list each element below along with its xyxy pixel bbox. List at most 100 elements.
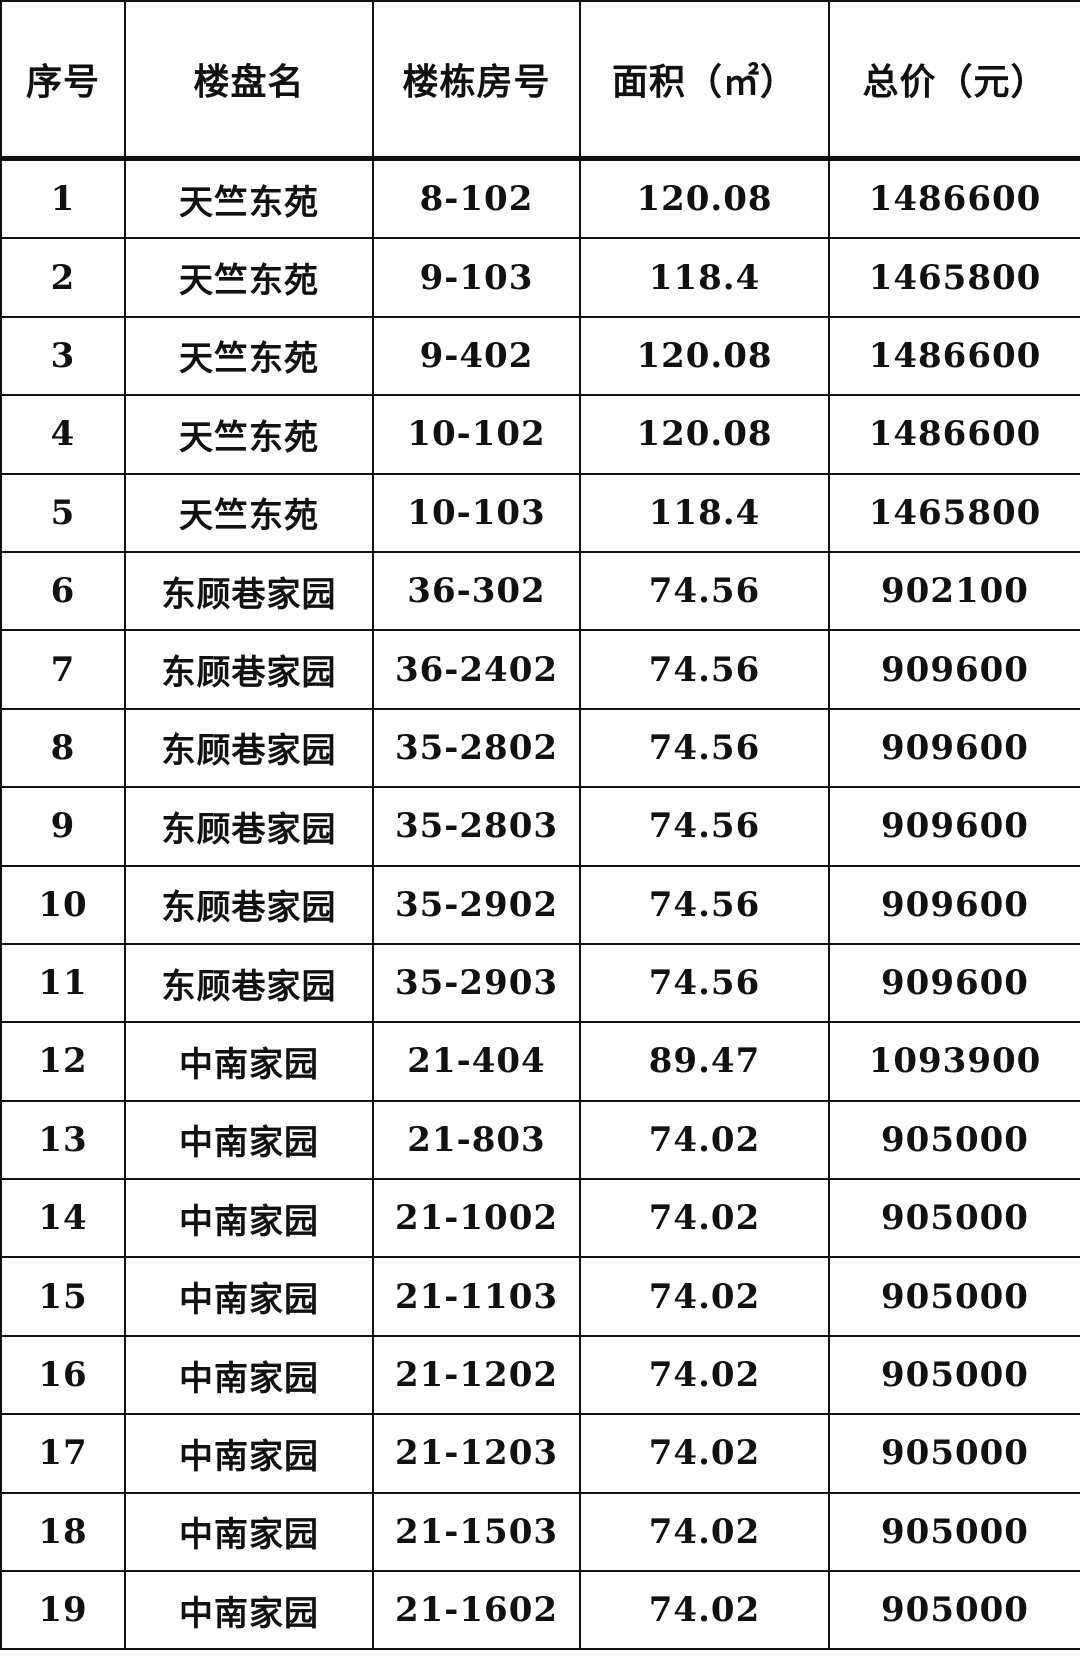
cell-col-area: 120.08 — [579, 315, 830, 397]
cell-col-area: 74.56 — [579, 550, 830, 632]
cell-col-index: 14 — [0, 1178, 126, 1259]
table-row: 4 天竺东苑 10-102 120.08 1486600 — [0, 394, 1080, 475]
header-row: 序号 楼盘名 楼栋房号 面积（㎡） 总价（元） — [0, 0, 1080, 161]
cell-col-index: 7 — [0, 629, 126, 710]
table-row: 19 中南家园 21-1602 74.02 905000 — [0, 1570, 1080, 1651]
header-col-index: 序号 — [0, 0, 126, 161]
cell-col-total-price: 905000 — [828, 1099, 1080, 1181]
cell-col-index: 8 — [0, 707, 126, 789]
cell-col-total-price: 902100 — [828, 550, 1080, 632]
cell-col-estate-name: 中南家园 — [124, 1491, 374, 1573]
cell-col-index: 19 — [0, 1570, 126, 1651]
cell-col-total-price: 905000 — [828, 1334, 1080, 1416]
cell-col-building-unit: 10-103 — [372, 472, 581, 553]
cell-col-estate-name: 天竺东苑 — [124, 237, 374, 318]
cell-col-total-price: 905000 — [828, 1491, 1080, 1573]
cell-col-total-price: 1486600 — [828, 157, 1080, 240]
table-row: 7 东顾巷家园 36-2402 74.56 909600 — [0, 629, 1080, 710]
header-col-total-price: 总价（元） — [828, 0, 1080, 161]
cell-col-area: 120.08 — [579, 394, 830, 475]
cell-col-area: 74.02 — [579, 1491, 830, 1573]
cell-col-estate-name: 中南家园 — [124, 1021, 374, 1102]
cell-col-building-unit: 35-2903 — [372, 942, 581, 1024]
cell-col-area: 74.56 — [579, 629, 830, 710]
cell-col-total-price: 909600 — [828, 707, 1080, 789]
cell-col-index: 10 — [0, 864, 126, 945]
header-col-estate-name: 楼盘名 — [124, 0, 374, 161]
cell-col-building-unit: 21-1203 — [372, 1413, 581, 1494]
table-row: 16 中南家园 21-1202 74.02 905000 — [0, 1334, 1080, 1416]
cell-col-area: 89.47 — [579, 1021, 830, 1102]
cell-col-index: 11 — [0, 942, 126, 1024]
cell-col-index: 17 — [0, 1413, 126, 1494]
cell-col-estate-name: 中南家园 — [124, 1413, 374, 1494]
cell-col-total-price: 909600 — [828, 629, 1080, 710]
table-row: 15 中南家园 21-1103 74.02 905000 — [0, 1256, 1080, 1337]
cell-col-building-unit: 10-102 — [372, 394, 581, 475]
cell-col-building-unit: 21-404 — [372, 1021, 581, 1102]
table-row: 5 天竺东苑 10-103 118.4 1465800 — [0, 472, 1080, 553]
cell-col-index: 2 — [0, 237, 126, 318]
table-row: 2 天竺东苑 9-103 118.4 1465800 — [0, 237, 1080, 318]
cell-col-building-unit: 9-402 — [372, 315, 581, 397]
cell-col-total-price: 905000 — [828, 1413, 1080, 1494]
cell-col-estate-name: 天竺东苑 — [124, 394, 374, 475]
cell-col-area: 120.08 — [579, 157, 830, 240]
cell-col-building-unit: 21-803 — [372, 1099, 581, 1181]
header-col-area: 面积（㎡） — [579, 0, 830, 161]
cell-col-building-unit: 21-1503 — [372, 1491, 581, 1573]
table-row: 9 东顾巷家园 35-2803 74.56 909600 — [0, 786, 1080, 867]
table-row: 11 东顾巷家园 35-2903 74.56 909600 — [0, 942, 1080, 1024]
header-col-building-unit: 楼栋房号 — [372, 0, 581, 161]
cell-col-area: 74.56 — [579, 786, 830, 867]
cell-col-index: 18 — [0, 1491, 126, 1573]
cell-col-estate-name: 东顾巷家园 — [124, 942, 374, 1024]
cell-col-estate-name: 中南家园 — [124, 1099, 374, 1181]
table-row: 10 东顾巷家园 35-2902 74.56 909600 — [0, 864, 1080, 945]
cell-col-area: 74.02 — [579, 1178, 830, 1259]
table-row: 18 中南家园 21-1503 74.02 905000 — [0, 1491, 1080, 1573]
cell-col-area: 74.02 — [579, 1570, 830, 1651]
cell-col-total-price: 905000 — [828, 1256, 1080, 1337]
cell-col-estate-name: 中南家园 — [124, 1334, 374, 1416]
cell-col-building-unit: 35-2902 — [372, 864, 581, 945]
cell-col-building-unit: 35-2803 — [372, 786, 581, 867]
cell-col-index: 1 — [0, 157, 126, 240]
cell-col-total-price: 909600 — [828, 942, 1080, 1024]
table-row: 14 中南家园 21-1002 74.02 905000 — [0, 1178, 1080, 1259]
cell-col-total-price: 909600 — [828, 864, 1080, 945]
cell-col-area: 74.56 — [579, 942, 830, 1024]
cell-col-building-unit: 21-1103 — [372, 1256, 581, 1337]
cell-col-estate-name: 中南家园 — [124, 1570, 374, 1651]
cell-col-index: 4 — [0, 394, 126, 475]
cell-col-index: 6 — [0, 550, 126, 632]
cell-col-total-price: 1093900 — [828, 1021, 1080, 1102]
cell-col-index: 13 — [0, 1099, 126, 1181]
cell-col-total-price: 1465800 — [828, 237, 1080, 318]
cell-col-building-unit: 21-1602 — [372, 1570, 581, 1651]
table-row: 6 东顾巷家园 36-302 74.56 902100 — [0, 550, 1080, 632]
cell-col-area: 74.56 — [579, 707, 830, 789]
cell-col-index: 12 — [0, 1021, 126, 1102]
cell-col-area: 74.56 — [579, 864, 830, 945]
cell-col-total-price: 1486600 — [828, 394, 1080, 475]
cell-col-building-unit: 36-2402 — [372, 629, 581, 710]
cell-col-estate-name: 东顾巷家园 — [124, 550, 374, 632]
cell-col-building-unit: 35-2802 — [372, 707, 581, 789]
table-row: 12 中南家园 21-404 89.47 1093900 — [0, 1021, 1080, 1102]
cell-col-index: 15 — [0, 1256, 126, 1337]
cell-col-index: 3 — [0, 315, 126, 397]
table-row: 1 天竺东苑 8-102 120.08 1486600 — [0, 157, 1080, 240]
cell-col-estate-name: 东顾巷家园 — [124, 864, 374, 945]
cell-col-index: 9 — [0, 786, 126, 867]
cell-col-estate-name: 天竺东苑 — [124, 157, 374, 240]
cell-col-index: 16 — [0, 1334, 126, 1416]
table-row: 3 天竺东苑 9-402 120.08 1486600 — [0, 315, 1080, 397]
cell-col-estate-name: 天竺东苑 — [124, 472, 374, 553]
cell-col-building-unit: 21-1202 — [372, 1334, 581, 1416]
cell-col-estate-name: 东顾巷家园 — [124, 707, 374, 789]
cell-col-estate-name: 中南家园 — [124, 1178, 374, 1259]
cell-col-area: 118.4 — [579, 237, 830, 318]
table-row: 8 东顾巷家园 35-2802 74.56 909600 — [0, 707, 1080, 789]
